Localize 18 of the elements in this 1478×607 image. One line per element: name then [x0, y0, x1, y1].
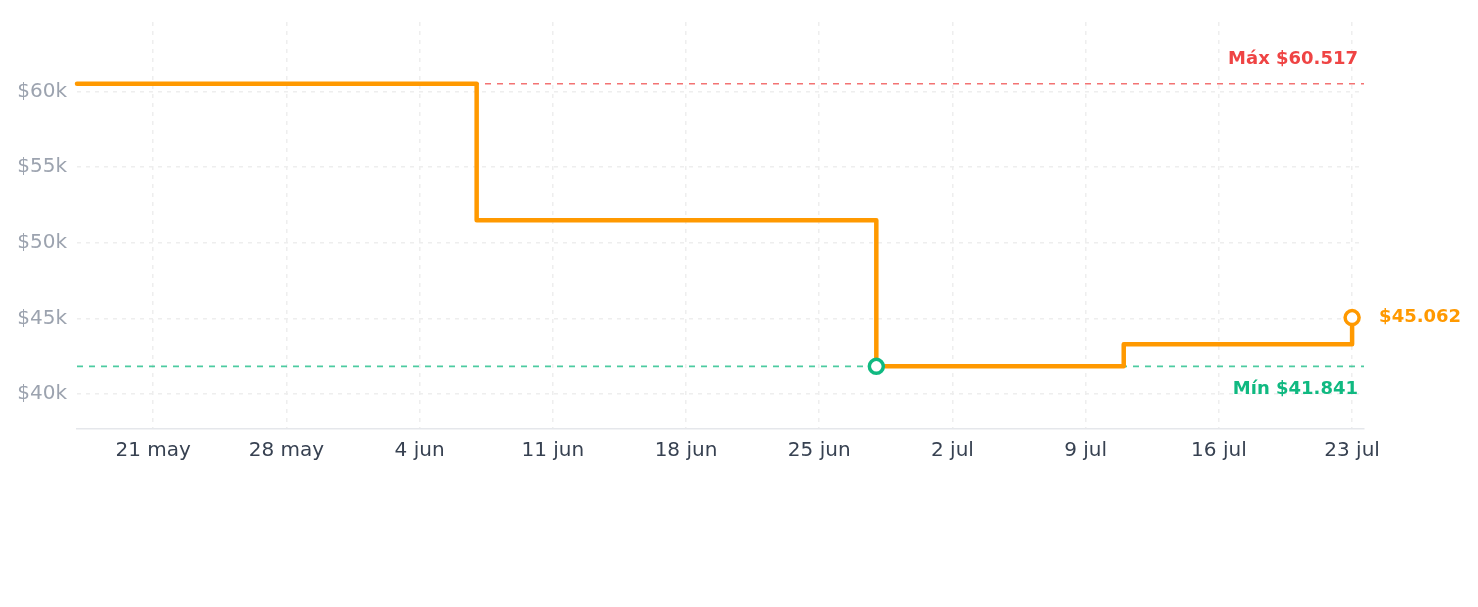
- x-tick-label: 23 jul: [1324, 437, 1380, 462]
- y-tick-label: $50k: [17, 229, 68, 254]
- y-tick-label: $60k: [17, 77, 68, 102]
- y-tick-label: $45k: [17, 304, 68, 329]
- y-tick-label: $55k: [17, 153, 68, 178]
- x-tick-label: 28 may: [248, 437, 325, 462]
- x-tick-label: 18 jun: [654, 437, 718, 462]
- x-tick-label: 2 jul: [931, 437, 974, 462]
- ref-line-label: Máx $60.517: [1228, 47, 1358, 69]
- annotation: $45.062: [1379, 305, 1462, 327]
- y-tick-label: $40k: [17, 380, 68, 405]
- x-tick-label: 25 jun: [787, 437, 851, 462]
- x-tick-label: 16 jul: [1191, 437, 1247, 462]
- x-tick-label: 9 jul: [1064, 437, 1108, 462]
- x-tick-label: 4 jun: [394, 437, 445, 462]
- x-tick-label: 21 may: [115, 437, 191, 462]
- x-tick-label: 11 jun: [521, 437, 585, 462]
- ref-line-label: Mín $41.841: [1232, 377, 1358, 399]
